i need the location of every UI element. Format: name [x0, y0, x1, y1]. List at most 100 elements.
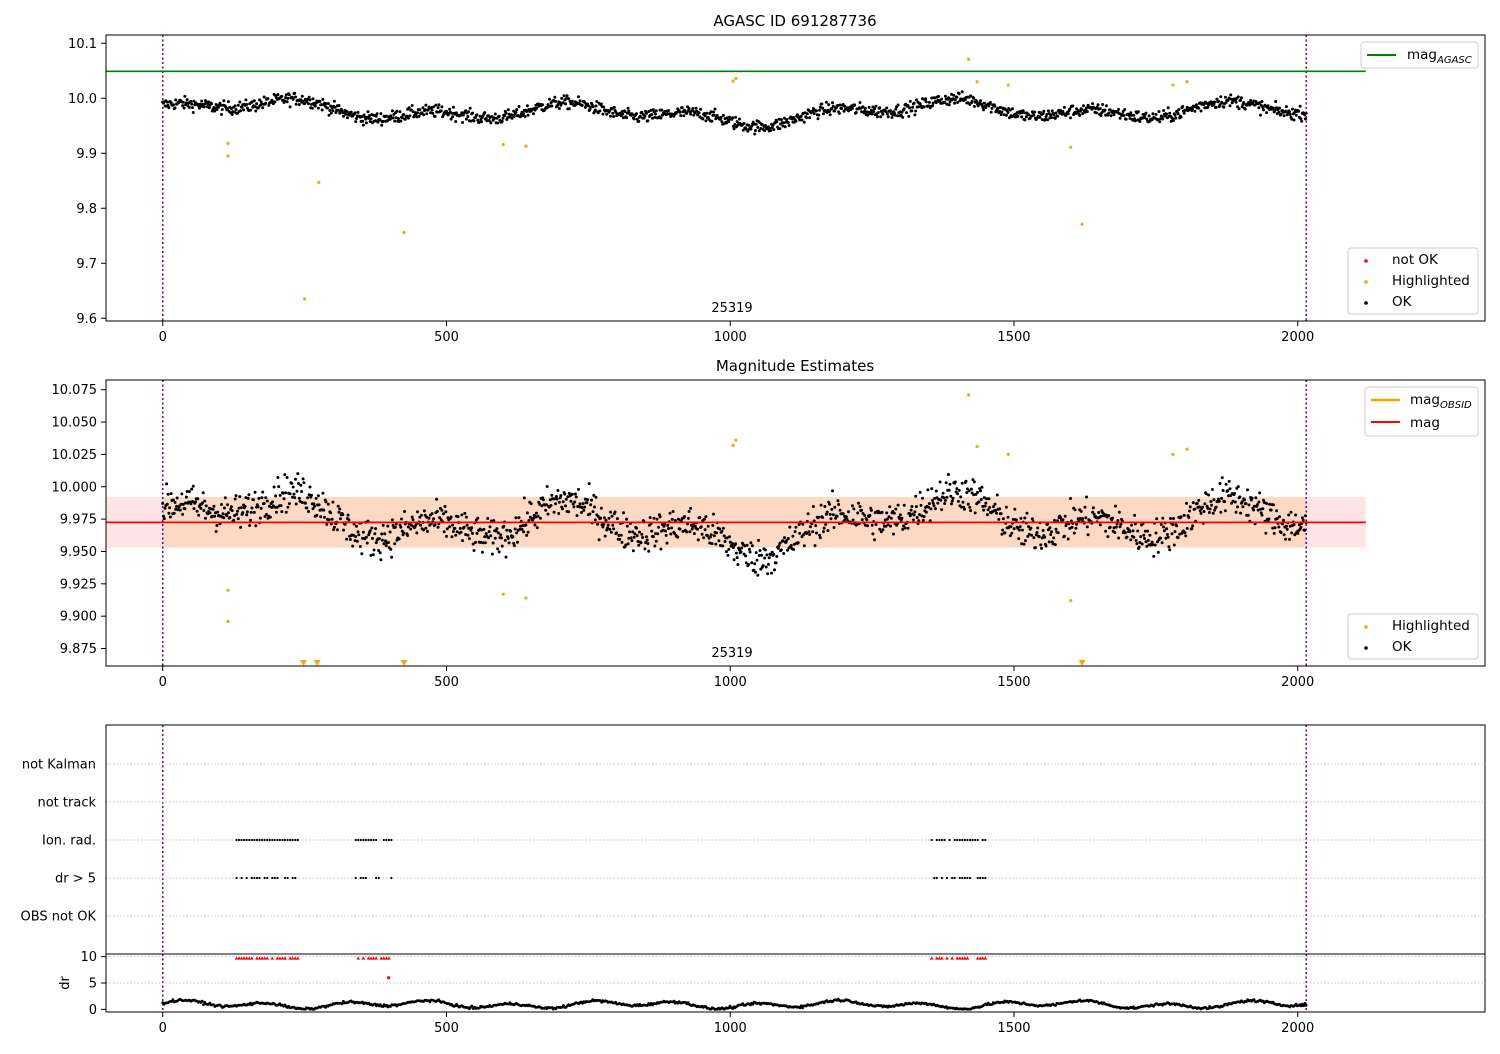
- ok-point: [998, 106, 1002, 109]
- ok-point: [747, 563, 751, 566]
- ok-point: [586, 498, 590, 502]
- ok-point: [319, 515, 323, 519]
- ok-point: [840, 107, 844, 110]
- ok-point: [1292, 118, 1296, 122]
- flag-point: [240, 876, 243, 880]
- ok-point: [167, 106, 171, 110]
- ok-point: [408, 114, 412, 118]
- ok-point: [327, 518, 331, 522]
- ok-point: [975, 100, 979, 104]
- dr-clipped-marker: [983, 956, 988, 960]
- ok-point: [606, 523, 610, 527]
- ok-point: [1020, 115, 1024, 119]
- ok-point: [593, 108, 597, 112]
- ok-point: [1109, 114, 1113, 118]
- ok-point: [869, 108, 873, 112]
- ok-point: [1278, 106, 1281, 110]
- ok-point: [291, 485, 295, 489]
- ok-point: [1071, 104, 1075, 108]
- ok-point: [402, 531, 406, 535]
- ok-point: [1004, 505, 1008, 509]
- ok-point: [332, 525, 336, 529]
- ok-point: [792, 115, 796, 119]
- ok-point: [989, 110, 993, 114]
- ok-point: [1044, 115, 1048, 119]
- ok-point: [1288, 537, 1291, 541]
- ok-point: [750, 544, 754, 548]
- ok-point: [764, 565, 768, 569]
- ok-point: [1018, 525, 1022, 529]
- ok-point: [451, 115, 455, 119]
- ok-point: [180, 492, 184, 496]
- ok-point: [356, 110, 360, 114]
- ok-point: [1056, 114, 1060, 118]
- ok-point: [1046, 118, 1050, 122]
- ok-point: [1271, 503, 1275, 507]
- legend-marker-highlighted: [1364, 280, 1368, 284]
- ok-point: [362, 113, 366, 117]
- ok-point: [652, 516, 656, 520]
- ok-point: [578, 502, 582, 506]
- ok-point: [861, 105, 865, 109]
- ok-point: [628, 530, 632, 534]
- highlighted-point: [1171, 83, 1175, 87]
- ok-point: [755, 558, 759, 562]
- ok-point: [797, 523, 801, 526]
- ok-point: [435, 497, 439, 501]
- ok-point: [901, 527, 905, 531]
- ok-point: [781, 124, 785, 128]
- ok-point: [515, 108, 519, 112]
- ok-point: [594, 104, 598, 108]
- ok-point: [1273, 108, 1277, 112]
- ok-point: [354, 120, 358, 124]
- ok-point: [337, 104, 341, 107]
- flags-panel-plot-area: [106, 725, 1485, 954]
- x-tick-label: 0: [159, 330, 167, 345]
- ok-point: [1160, 115, 1164, 119]
- ok-point: [243, 505, 247, 508]
- ok-point: [955, 95, 959, 99]
- dr-clipped-marker: [978, 956, 983, 960]
- y-tick-label: 9.900: [60, 610, 97, 625]
- ok-point: [173, 500, 177, 504]
- ok-point: [1272, 531, 1276, 535]
- ok-point: [969, 509, 973, 513]
- ok-point: [669, 115, 673, 118]
- ok-point: [1118, 525, 1122, 529]
- ok-point: [168, 506, 172, 510]
- ok-point: [715, 531, 719, 535]
- ok-point: [912, 513, 916, 517]
- ok-point: [1008, 534, 1012, 538]
- ok-point: [592, 493, 596, 497]
- ok-point: [801, 522, 805, 526]
- ok-point: [283, 99, 287, 103]
- ok-point: [1258, 101, 1262, 105]
- ok-point: [1195, 502, 1199, 505]
- ok-point: [1194, 103, 1198, 107]
- legend-label-mag-agasc: magAGASC: [1407, 47, 1472, 66]
- dr-point: [799, 1004, 803, 1008]
- ok-point: [1097, 511, 1101, 514]
- ok-point: [956, 101, 960, 104]
- ok-point: [191, 484, 195, 488]
- ok-point: [821, 530, 825, 534]
- ok-point: [345, 109, 349, 113]
- ok-point: [1203, 502, 1207, 506]
- ok-point: [476, 516, 480, 520]
- ok-point: [670, 526, 674, 530]
- ok-point: [955, 487, 959, 491]
- ok-point: [360, 115, 364, 118]
- ok-point: [779, 548, 783, 552]
- ok-point: [710, 542, 714, 546]
- ok-point: [1219, 95, 1223, 99]
- ok-point: [627, 536, 631, 540]
- ok-point: [1193, 109, 1197, 113]
- highlighted-point: [1069, 599, 1073, 603]
- ok-point: [367, 116, 371, 120]
- ok-point: [1199, 511, 1203, 515]
- ok-point: [838, 508, 842, 512]
- ok-point: [712, 512, 715, 516]
- ok-point: [167, 511, 171, 515]
- y-tick-label: 9.7: [76, 257, 97, 272]
